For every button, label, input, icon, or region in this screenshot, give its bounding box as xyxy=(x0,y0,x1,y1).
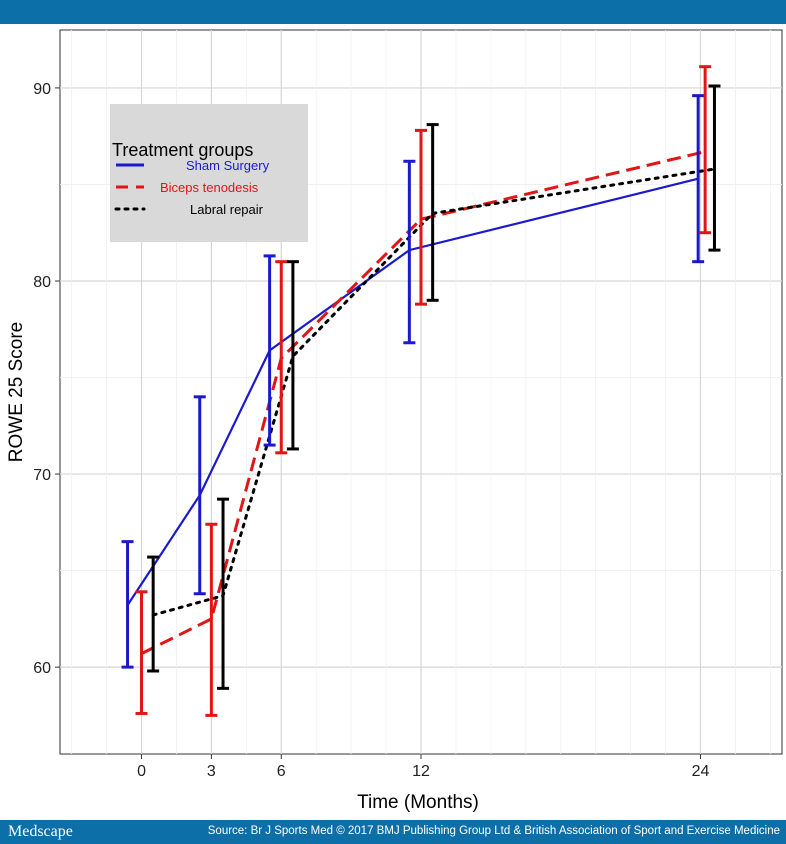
error-bar xyxy=(205,522,218,717)
legend-label: Labral repair xyxy=(190,202,264,217)
x-tick-label: 3 xyxy=(207,763,216,780)
y-tick-label: 60 xyxy=(33,660,51,677)
error-bar xyxy=(692,94,705,264)
error-bar xyxy=(263,254,276,447)
error-bar xyxy=(147,555,160,673)
footer-banner: Medscape Source: Br J Sports Med © 2017 … xyxy=(0,820,786,844)
medscape-logo[interactable]: Medscape xyxy=(8,823,73,840)
error-bars xyxy=(121,65,721,717)
x-tick-label: 24 xyxy=(692,763,710,780)
x-axis-ticks: 0 3 6 12 24 xyxy=(137,754,709,780)
y-axis-ticks: 60 70 80 90 xyxy=(33,81,60,677)
source-credit: Source: Br J Sports Med © 2017 BMJ Publi… xyxy=(207,825,780,837)
error-bar xyxy=(699,65,712,235)
series-line-labral-repair xyxy=(151,167,716,617)
y-tick-label: 70 xyxy=(33,467,51,484)
legend-items: Sham Surgery Biceps tenodesis Labral repai… xyxy=(114,158,270,217)
x-tick-label: 6 xyxy=(277,763,286,780)
x-tick-label: 0 xyxy=(137,763,146,780)
legend: Treatment groups Sham Surgery Biceps teno… xyxy=(110,104,308,242)
y-tick-label: 90 xyxy=(33,81,51,98)
legend-title: Treatment groups xyxy=(112,140,253,160)
error-bar xyxy=(403,159,416,345)
error-bar xyxy=(286,260,299,451)
error-bar xyxy=(193,395,206,596)
y-axis-label: ROWE 25 Score xyxy=(6,322,27,462)
legend-box xyxy=(110,104,308,242)
error-bar xyxy=(135,590,148,715)
legend-label: Biceps tenodesis xyxy=(160,180,259,195)
error-bar xyxy=(275,260,288,455)
error-bar xyxy=(121,540,134,669)
error-bar xyxy=(415,128,427,306)
error-bar xyxy=(217,497,230,690)
error-bar xyxy=(426,123,439,302)
top-banner xyxy=(0,0,786,24)
x-axis-label: Time (Months) xyxy=(357,792,479,813)
legend-label: Sham Surgery xyxy=(186,158,270,173)
chart: 60 70 80 90 0 3 6 12 24 Time (Months) ROWE 25 S… xyxy=(6,29,783,813)
error-bar xyxy=(708,84,721,252)
x-tick-label: 12 xyxy=(412,763,430,780)
y-tick-label: 80 xyxy=(33,274,51,291)
